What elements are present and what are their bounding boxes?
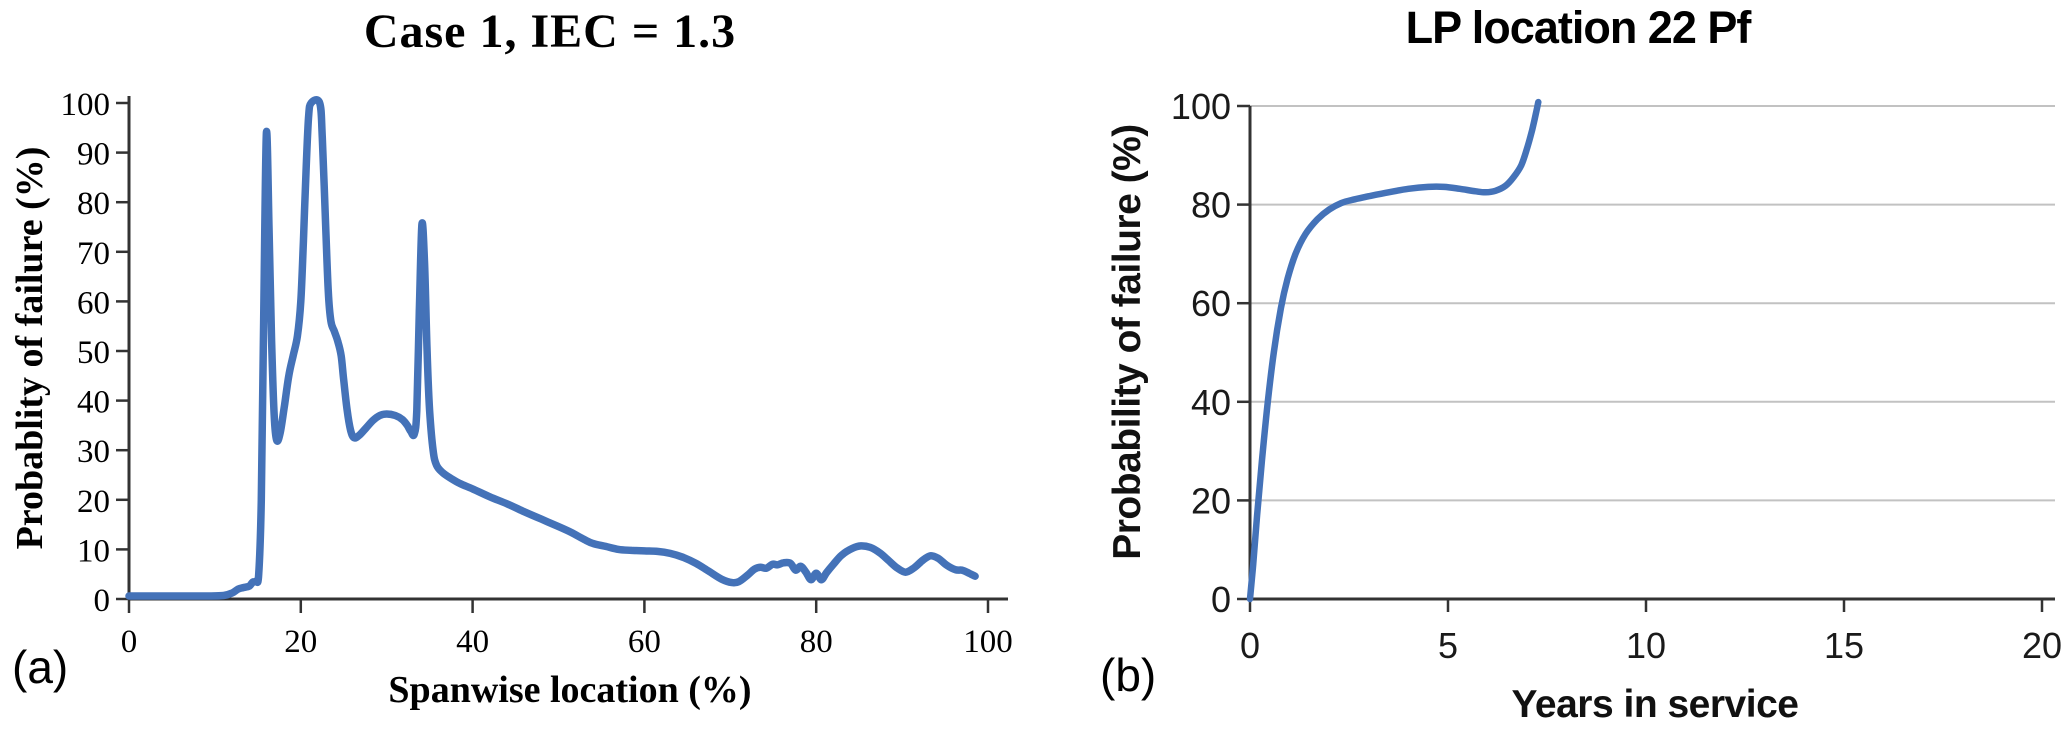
y-tick-label: 10 <box>77 533 110 569</box>
x-tick-label: 0 <box>1240 625 1260 666</box>
x-tick-label: 10 <box>1626 625 1666 666</box>
y-tick-label: 90 <box>77 137 110 173</box>
x-tick-label: 0 <box>121 624 138 660</box>
y-tick-label: 0 <box>94 583 111 619</box>
panel-b-title: LP location 22 Pf <box>1405 2 1752 53</box>
chart-b: 0 20 40 60 80 100 0 5 10 15 20 <box>1171 86 2062 666</box>
x-tick-label: 80 <box>800 624 833 660</box>
y-tick-label: 40 <box>77 385 110 421</box>
y-tick-label: 0 <box>1211 579 1231 620</box>
y-tick-label: 70 <box>77 236 110 272</box>
y-tick-label: 60 <box>77 285 110 321</box>
y-tick-label: 100 <box>61 87 111 123</box>
x-tick-label: 20 <box>284 624 317 660</box>
chart-a: 0 10 20 30 40 50 60 70 80 90 100 0 20 40 60 80 100 <box>61 87 1013 660</box>
x-tick-label: 15 <box>1824 625 1864 666</box>
panel-a-label: (a) <box>12 641 69 693</box>
panel-b-label: (b) <box>1100 649 1157 701</box>
x-tick-label: 20 <box>2022 625 2062 666</box>
panel-a-x-axis-title: Spanwise location (%) <box>388 669 752 711</box>
y-tick-label: 30 <box>77 434 110 470</box>
y-tick-label: 40 <box>1191 382 1231 423</box>
series-line-b <box>1246 98 1542 603</box>
y-tick-label: 80 <box>1191 185 1231 226</box>
panel-a-title: Case 1, IEC = 1.3 <box>363 5 737 58</box>
y-tick-label: 100 <box>1171 86 1231 127</box>
y-tick-label: 50 <box>77 335 110 371</box>
y-tick-label: 80 <box>77 186 110 222</box>
y-tick-label: 60 <box>1191 283 1231 324</box>
x-tick-label: 100 <box>963 624 1013 660</box>
x-tick-label: 5 <box>1438 625 1458 666</box>
x-tick-label: 40 <box>456 624 489 660</box>
panel-b-x-axis-title: Years in service <box>1511 683 1799 726</box>
y-tick-label: 20 <box>1191 480 1231 521</box>
x-tick-label: 60 <box>628 624 661 660</box>
y-tick-label: 20 <box>77 484 110 520</box>
series-line-a <box>125 96 979 600</box>
